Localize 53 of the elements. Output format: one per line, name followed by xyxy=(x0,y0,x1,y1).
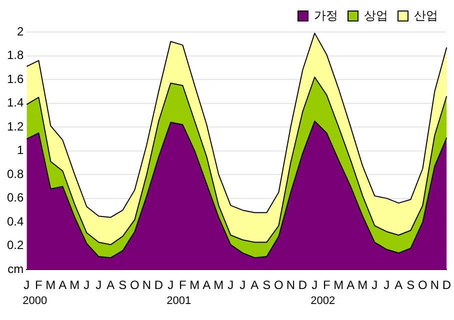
x-tick-label: J xyxy=(372,278,378,292)
x-tick-label: O xyxy=(130,278,140,292)
x-tick-label: N xyxy=(430,278,440,292)
y-tick-label: 1.2 xyxy=(6,119,24,134)
text: 2002 xyxy=(310,295,336,308)
x-tick-label: A xyxy=(202,278,211,292)
x-tick-label: J xyxy=(84,278,90,292)
x-tick-label: D xyxy=(298,278,308,292)
y-tick-label: 1.6 xyxy=(6,72,24,86)
x-tick-label: M xyxy=(214,278,224,292)
y-tick-label: 0.4 xyxy=(6,214,24,228)
legend-label: 가정 xyxy=(314,8,338,22)
x-tick-label: J xyxy=(240,278,246,292)
y-tick-label: 0.6 xyxy=(6,190,24,205)
x-tick-label: S xyxy=(406,278,415,292)
x-tick-label: M xyxy=(70,278,80,292)
x-tick-label: O xyxy=(274,278,284,292)
x-tick-label: A xyxy=(58,278,67,292)
x-tick-label: J xyxy=(384,278,390,292)
text: 2001 xyxy=(166,295,192,308)
x-tick-label: J xyxy=(312,278,318,292)
legend-label: 상업 xyxy=(364,8,388,22)
x-tick-label: A xyxy=(346,278,355,292)
x-tick-label: D xyxy=(442,278,452,292)
y-tick-label: 2 xyxy=(16,24,24,38)
y-tick-label: 1.8 xyxy=(6,48,24,62)
x-tick-label: S xyxy=(262,278,271,292)
x-tick-label: S xyxy=(118,278,127,292)
x-tick-label: A xyxy=(394,278,403,292)
y-tick-label: cm xyxy=(8,262,24,276)
x-tick-label: M xyxy=(46,278,56,292)
x-tick-label: M xyxy=(190,278,200,292)
x-tick-label: J xyxy=(96,278,102,292)
x-tick-label: D xyxy=(154,278,164,292)
x-tick-label: F xyxy=(323,278,330,292)
legend-label: 산업 xyxy=(414,8,438,22)
x-tick-label: M xyxy=(334,278,344,292)
x-tick-label: F xyxy=(35,278,42,292)
x-tick-label: A xyxy=(106,278,115,292)
x-tick-label: M xyxy=(358,278,368,292)
x-tick-label: J xyxy=(168,278,174,292)
text: 2000 xyxy=(22,295,48,308)
x-tick-label: O xyxy=(418,278,428,292)
x-tick-label: F xyxy=(179,278,186,292)
y-tick-label: 1.4 xyxy=(6,96,24,110)
x-tick-label: J xyxy=(228,278,234,292)
x-tick-label: A xyxy=(250,278,259,292)
y-tick-label: 0.2 xyxy=(6,238,24,252)
x-tick-label: J xyxy=(24,278,30,292)
x-tick-label: N xyxy=(286,278,296,292)
y-tick-label: 1 xyxy=(16,143,24,158)
x-tick-label: N xyxy=(142,278,152,292)
y-tick-label: 0.8 xyxy=(6,166,24,181)
